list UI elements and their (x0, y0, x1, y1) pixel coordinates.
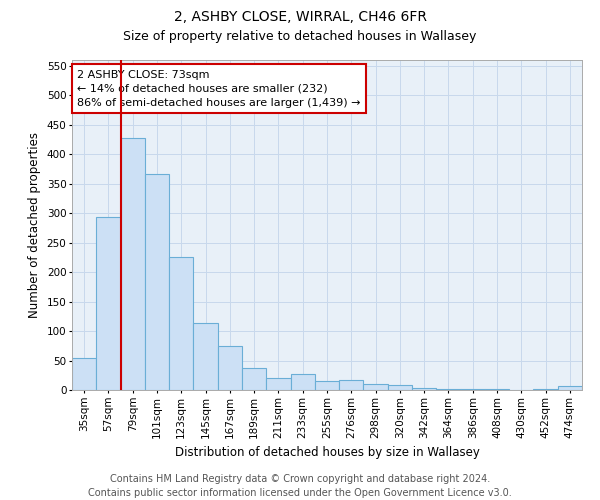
Bar (412, 388, 436, 390)
Bar (145, 174, 169, 390)
Bar (193, 324, 218, 390)
Text: Size of property relative to detached houses in Wallasey: Size of property relative to detached ho… (124, 30, 476, 43)
Bar (96, 218, 121, 390)
Bar (558, 386, 582, 390)
Bar (436, 389, 461, 390)
Bar (218, 346, 242, 390)
Bar (290, 374, 315, 390)
Text: Contains HM Land Registry data © Crown copyright and database right 2024.
Contai: Contains HM Land Registry data © Crown c… (88, 474, 512, 498)
Bar (339, 380, 364, 390)
Bar (242, 368, 266, 390)
Bar (388, 386, 412, 390)
Bar (72, 358, 96, 390)
X-axis label: Distribution of detached houses by size in Wallasey: Distribution of detached houses by size … (175, 446, 479, 459)
Bar (315, 381, 339, 390)
Bar (169, 258, 193, 390)
Bar (266, 378, 290, 390)
Bar (121, 138, 145, 390)
Text: 2, ASHBY CLOSE, WIRRAL, CH46 6FR: 2, ASHBY CLOSE, WIRRAL, CH46 6FR (173, 10, 427, 24)
Y-axis label: Number of detached properties: Number of detached properties (28, 132, 41, 318)
Bar (461, 389, 485, 390)
Bar (364, 384, 388, 390)
Text: 2 ASHBY CLOSE: 73sqm
← 14% of detached houses are smaller (232)
86% of semi-deta: 2 ASHBY CLOSE: 73sqm ← 14% of detached h… (77, 70, 361, 108)
